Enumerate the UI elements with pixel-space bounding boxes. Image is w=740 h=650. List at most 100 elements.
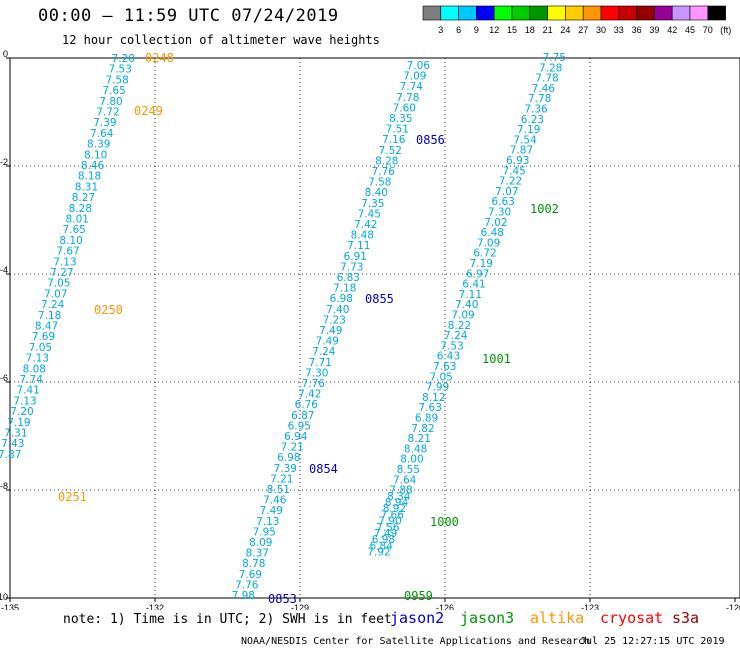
legend-swatch-label: 39 (649, 25, 659, 35)
wave-height-value: 6.23 (521, 114, 544, 126)
wave-height-value: 7.16 (382, 134, 406, 146)
wave-height-value: 7.71 (309, 357, 332, 369)
y-tick-label: -10 (0, 592, 8, 602)
wave-height-value: 8.28 (69, 203, 92, 215)
wave-height-value: 7.80 (99, 96, 122, 108)
wave-height-value: 7.06 (407, 60, 431, 72)
wave-height-value: 8.48 (404, 443, 427, 455)
wave-height-value: 7.19 (7, 417, 30, 429)
wave-height-value: 7.05 (29, 342, 52, 354)
wave-height-value: 7.64 (90, 128, 114, 140)
wave-height-value: 7.67 (56, 246, 79, 258)
wave-height-value: 7.24 (41, 299, 65, 311)
wave-height-value: 7.99 (426, 382, 449, 394)
footnote: note: 1) Time is in UTC; 2) SWH is in fe… (63, 612, 392, 627)
wave-height-value: 7.19 (470, 258, 493, 270)
wave-height-value: 7.13 (53, 256, 76, 268)
y-tick-label: -4 (0, 265, 8, 275)
wave-height-value: 8.12 (422, 392, 445, 404)
wave-height-value: 7.49 (319, 325, 342, 337)
wave-height-value: 7.05 (429, 371, 452, 383)
wave-height-value: 7.39 (93, 117, 116, 129)
wave-height-value: 8.92 (383, 503, 406, 515)
legend-swatch-label: 70 (703, 25, 713, 35)
wave-height-value: 7.35 (361, 198, 384, 210)
wave-height-value: 6.76 (295, 399, 319, 411)
map-frame (9, 57, 740, 599)
legend-swatch-label: 3 (438, 25, 443, 35)
wave-height-value: 6.98 (330, 293, 353, 305)
wave-height-value: 7.23 (323, 314, 346, 326)
wave-height-value: 7.13 (26, 353, 49, 365)
wave-height-value: 7.87 (0, 449, 21, 461)
wave-height-value: 7.45 (358, 208, 381, 220)
wave-height-value: 7.56 (376, 522, 400, 534)
wave-height-value: 7.76 (235, 579, 259, 591)
pass-time-label: 0853 (268, 592, 297, 606)
wave-height-value: 7.95 (253, 526, 276, 538)
wave-height-value: 7.40 (326, 304, 349, 316)
wave-height-value: 7.28 (539, 62, 562, 74)
pass-time-label: 0250 (94, 303, 123, 317)
track-1: 7.207.537.587.657.807.727.397.648.398.10… (0, 53, 135, 461)
legend-swatch-label: 12 (489, 25, 499, 35)
wave-height-value: 7.24 (312, 346, 336, 358)
footer-timestamp: Jul 25 12:27:15 UTC 2019 (580, 636, 725, 647)
wave-height-value: 7.87 (510, 145, 533, 157)
legend-swatch-label: 18 (525, 25, 535, 35)
legend-swatch-label: 9 (474, 25, 479, 35)
y-tick-label: 0 (3, 49, 8, 59)
wave-height-value: 8.28 (375, 155, 398, 167)
satellite-altika: altika (530, 609, 585, 627)
wave-height-value: 6.72 (473, 248, 496, 260)
wave-height-value: 7.65 (62, 224, 85, 236)
wave-height-value: 7.92 (367, 547, 390, 559)
wave-height-value: 8.46 (81, 160, 105, 172)
wave-height-value: 8.40 (365, 187, 388, 199)
wave-height-value: 7.11 (347, 240, 370, 252)
wave-height-value: 7.18 (333, 283, 356, 295)
wave-height-value: 6.63 (492, 196, 515, 208)
wave-height-value: 6.48 (481, 227, 504, 239)
pass-time-label: 0248 (145, 51, 174, 65)
y-tick-label: -2 (0, 157, 8, 167)
wave-height-value: 7.07 (495, 186, 518, 198)
track-2: 7.067.097.747.787.608.357.517.167.528.28… (232, 60, 431, 602)
wave-height-value: 6.98 (372, 534, 395, 546)
wave-height-value: 8.01 (66, 214, 89, 226)
wave-height-value: 7.21 (270, 473, 293, 485)
wave-height-value: 7.90 (378, 516, 401, 528)
wave-height-value: 8.18 (78, 171, 101, 183)
wave-height-value: 7.53 (440, 340, 463, 352)
wave-height-value: 7.30 (488, 207, 511, 219)
wave-height-value: 8.08 (23, 363, 46, 375)
wave-height-value: 6.95 (288, 420, 311, 432)
wave-height-value: 6.97 (466, 268, 489, 280)
map-plot: -135 -132 -129 -126 -123 -120 0 -2 -4 -6 -8 -10 7.20… (0, 49, 740, 610)
legend-swatch-label: 21 (543, 25, 553, 35)
pass-time-label: 0249 (134, 104, 163, 118)
wave-height-value: 7.13 (13, 395, 36, 407)
pass-time-label: 0856 (416, 133, 445, 147)
legend-swatch-label: 42 (667, 25, 677, 35)
wave-height-value: 8.10 (84, 149, 107, 161)
x-tick-label: -132 (146, 603, 164, 610)
satellite-cryosat: cryosat (600, 609, 664, 627)
wave-height-value: 6.94 (284, 431, 308, 443)
wave-height-value: 7.74 (400, 81, 424, 93)
wave-height-value: 8.00 (400, 454, 423, 466)
wave-height-value: 7.46 (263, 495, 287, 507)
wave-height-value: 7.09 (451, 310, 474, 322)
satellite-jason3: jason3 (460, 609, 515, 627)
wave-height-value: 7.51 (386, 124, 409, 136)
wave-height-value: 7.05 (47, 278, 70, 290)
wave-height-value: 7.60 (393, 102, 416, 114)
wave-height-value: 6.43 (437, 351, 460, 363)
wave-height-value: 7.64 (393, 474, 417, 486)
wave-height-value: 7.13 (256, 516, 279, 528)
wave-height-value: 7.42 (354, 219, 377, 231)
wave-height-value: 7.31 (4, 428, 27, 440)
pass-time-label: 1000 (430, 515, 459, 529)
wave-height-value: 7.21 (281, 442, 304, 454)
wave-height-value: 7.45 (502, 165, 525, 177)
